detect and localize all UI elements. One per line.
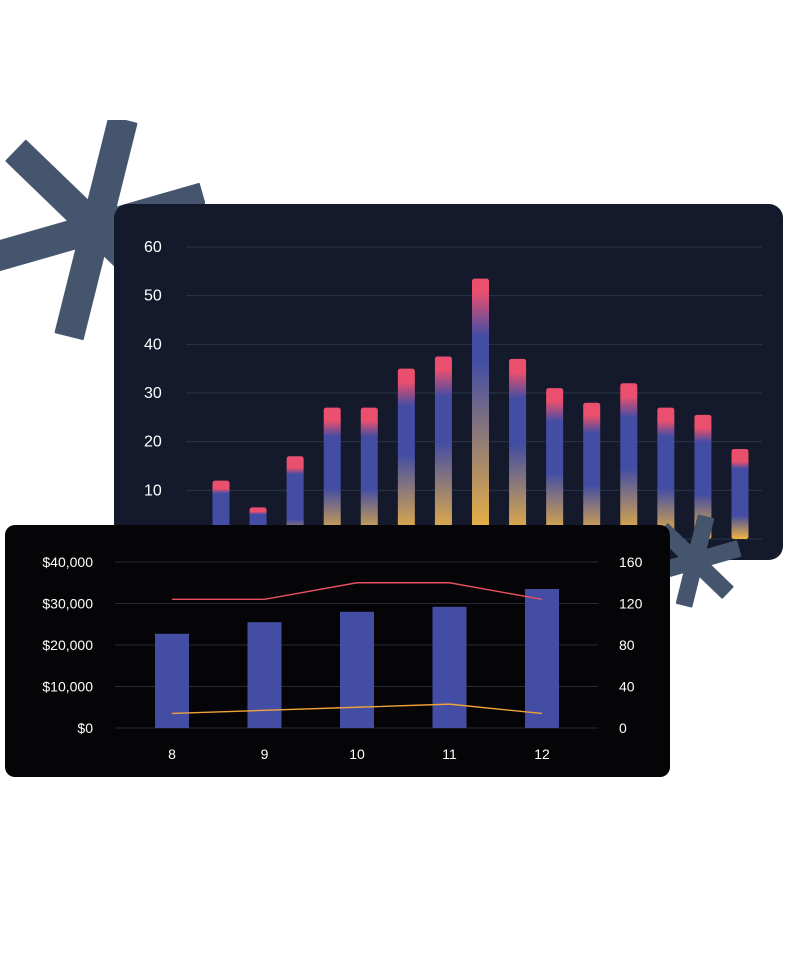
x-tick-label: 8 — [168, 746, 176, 762]
x-tick-label: 9 — [261, 746, 269, 762]
y-tick-label: 50 — [144, 288, 162, 305]
y-tick-label: 10 — [144, 482, 162, 499]
bar — [247, 622, 282, 728]
series-line-red — [172, 582, 543, 601]
bar — [434, 356, 452, 539]
y-right-tick-label: 80 — [619, 637, 635, 653]
bar — [360, 407, 378, 539]
y-tick-label: 20 — [144, 434, 162, 451]
top-bar-chart: 60 50 40 30 20 10 — [144, 239, 762, 540]
top-chart-panel: 60 50 40 30 20 10 — [114, 204, 783, 560]
bar — [525, 588, 559, 728]
bar — [731, 448, 749, 539]
bar — [340, 611, 374, 728]
y-left-tick-label: $0 — [77, 720, 93, 736]
bar — [694, 414, 712, 539]
y-right-tick-label: 120 — [619, 596, 643, 612]
bottom-combo-chart: $40,000$30,000$20,000$10,000$01601208040… — [42, 554, 643, 762]
bar — [657, 407, 675, 539]
bar — [155, 633, 189, 728]
y-left-tick-label: $10,000 — [42, 679, 93, 695]
y-right-tick-label: 0 — [619, 720, 627, 736]
y-right-tick-label: 160 — [619, 554, 643, 570]
bottom-chart-panel: $40,000 $30,000 $20,000 $10,000 $0 160 120 80 40… — [5, 525, 670, 777]
series-line-orange — [171, 703, 543, 715]
bar — [583, 402, 601, 539]
y-left-tick-label: $20,000 — [42, 637, 93, 653]
bar — [509, 358, 527, 539]
bar — [212, 480, 230, 539]
y-right-tick-label: 40 — [619, 679, 635, 695]
x-tick-label: 11 — [442, 746, 457, 762]
bar — [323, 407, 341, 539]
y-left-tick-label: $30,000 — [42, 596, 93, 612]
bar — [546, 388, 564, 539]
x-tick-label: 12 — [534, 746, 550, 762]
bar — [397, 368, 415, 539]
y-tick-label: 60 — [144, 239, 162, 256]
y-tick-label: 30 — [144, 385, 162, 402]
bar — [432, 606, 467, 728]
asterisk-icon-small — [648, 514, 742, 608]
x-tick-label: 10 — [349, 746, 365, 762]
bar — [286, 456, 304, 539]
bar — [472, 278, 489, 539]
y-left-tick-label: $40,000 — [42, 554, 93, 570]
y-tick-label: 40 — [144, 336, 162, 353]
bar — [620, 383, 638, 539]
